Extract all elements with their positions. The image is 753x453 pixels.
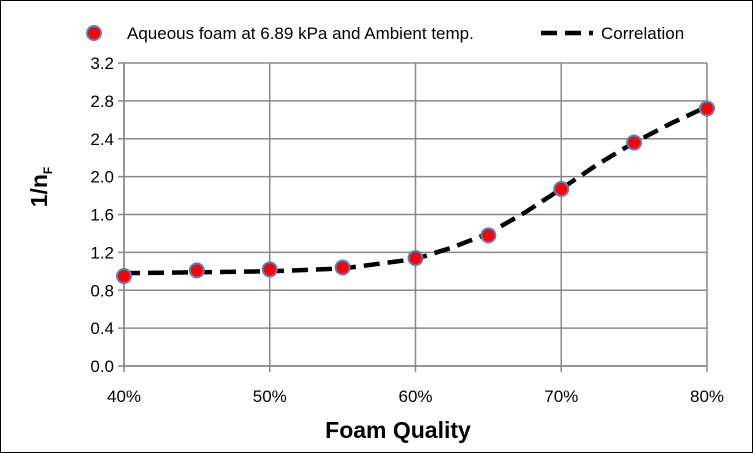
data-point: [188, 262, 205, 279]
data-point: [626, 134, 643, 151]
grid-group: [118, 62, 708, 372]
data-point: [407, 250, 424, 267]
x-tick-label: 50%: [253, 387, 287, 406]
y-tick-label: 2.4: [90, 130, 114, 149]
data-point: [480, 227, 497, 244]
legend-label-aqueous-foam: Aqueous foam at 6.89 kPa and Ambient tem…: [127, 24, 474, 43]
y-tick-label: 0.4: [90, 319, 114, 338]
x-tick-label: 70%: [544, 387, 578, 406]
legend: Aqueous foam at 6.89 kPa and Ambient tem…: [86, 24, 684, 43]
y-tick-label: 2.8: [90, 92, 114, 111]
legend-marker-aqueous-foam: [86, 25, 102, 41]
data-point: [699, 100, 715, 117]
y-axis-title-main: 1/n: [26, 174, 52, 207]
y-tick-label: 0.8: [90, 281, 114, 300]
data-point: [334, 259, 351, 276]
y-axis-title-subscript: F: [41, 167, 55, 174]
data-point: [261, 261, 278, 278]
data-point: [116, 268, 132, 285]
y-tick-label: 2.0: [90, 168, 114, 187]
y-axis-title-group: 1/nF: [26, 167, 55, 208]
y-tick-label: 1.2: [90, 243, 114, 262]
y-axis-title: 1/nF: [26, 167, 55, 208]
x-tick-label: 60%: [398, 387, 432, 406]
y-tick-label: 1.6: [90, 206, 114, 225]
data-point: [553, 180, 570, 197]
x-axis-title: Foam Quality: [325, 417, 471, 443]
y-tick-label: 0.0: [90, 357, 114, 376]
x-tick-label: 80%: [690, 387, 724, 406]
x-tick-label: 40%: [107, 387, 141, 406]
legend-label-correlation: Correlation: [601, 24, 684, 43]
y-tick-label: 3.2: [90, 54, 114, 73]
